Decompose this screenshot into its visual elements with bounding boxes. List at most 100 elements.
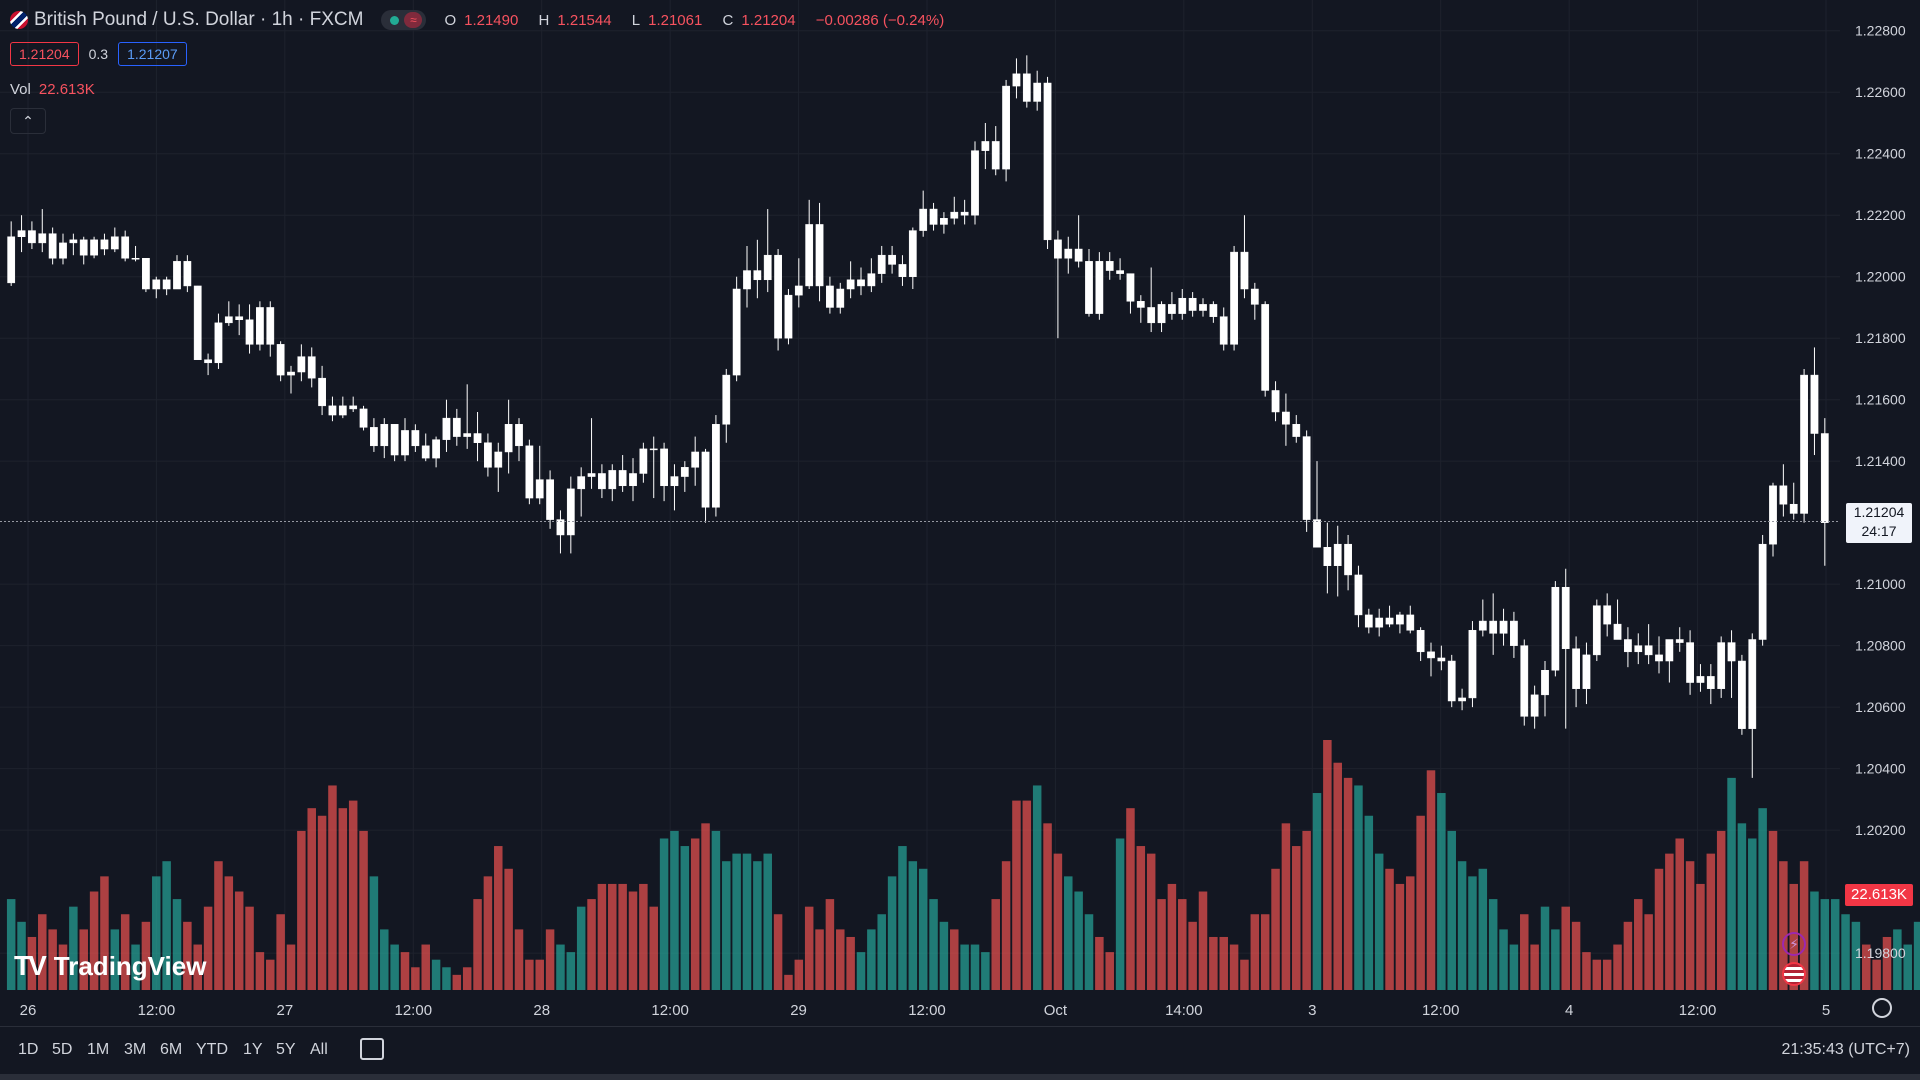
range-button-1d[interactable]: 1D [18,1041,39,1058]
candle-body [421,445,430,459]
last-price-tag: 1.21204 24:17 [1846,503,1912,543]
candle [805,199,814,290]
volume-bar [328,785,337,990]
candle [214,313,223,369]
candle-body [794,285,803,296]
volume-bar [1520,914,1529,990]
candle [877,245,886,283]
candle-body [888,254,896,265]
candle [7,221,16,286]
price-tick-label: 1.20600 [1855,699,1906,715]
range-button-3m[interactable]: 3M [124,1041,147,1058]
volume-bar [1499,929,1508,990]
candle [1095,252,1104,320]
time-tick-label: 12:00 [1422,1002,1460,1019]
volume-bar [556,944,565,990]
candle-body [1261,304,1270,391]
candle-body [1717,642,1726,689]
gbp-usd-flag-icon [10,11,28,29]
candle-body [743,270,751,290]
range-button-6m[interactable]: 6M [160,1041,183,1058]
candle [79,236,88,265]
candle [722,368,731,443]
volume-bar [690,838,700,990]
candle [1416,627,1425,662]
candle [960,199,969,225]
volume-bar [991,899,1000,990]
candle-body [877,254,886,274]
price-tick-label: 1.20200 [1855,822,1906,838]
volume-bar [1406,876,1415,990]
candle [1105,252,1114,280]
volume-bar [1851,921,1861,990]
range-button-1m[interactable]: 1M [87,1041,110,1058]
volume-bar [1343,777,1353,990]
sell-button[interactable]: 1.21204 [10,42,79,66]
volume-bar [1582,952,1591,990]
volume-bar [473,899,482,990]
volume-bar [587,899,596,990]
candle [1738,654,1746,735]
symbol-legend[interactable]: British Pound / U.S. Dollar · 1h · FXCM … [10,9,952,31]
candle-body [1022,73,1031,102]
candle [1603,593,1612,637]
candle-body [370,427,378,447]
candle-body [1313,519,1321,548]
candle [235,304,244,336]
buy-button[interactable]: 1.21207 [118,42,187,66]
range-button-5d[interactable]: 5D [52,1041,73,1058]
collapse-legend-button[interactable]: ⌃ [10,108,46,134]
price-tick-label: 1.21400 [1855,453,1906,469]
volume-legend[interactable]: Vol 22.613K [10,81,95,98]
candle-body [1136,301,1145,308]
candle [598,464,606,499]
volume-bar [1178,899,1187,990]
volume-bar [255,952,265,990]
volume-bar [172,899,182,990]
clock[interactable]: 21:35:43 (UTC+7) [1781,1041,1910,1058]
calendar-icon[interactable] [360,1038,384,1060]
candle [1033,70,1042,111]
volume-bar [1675,838,1684,990]
volume-bar [1395,883,1405,990]
volume-bar [753,861,762,990]
candle [1199,298,1207,317]
volume-bar [1882,936,1892,990]
tradingview-logo[interactable]: TV TradingView [14,950,206,982]
price-chart[interactable]: 1.22800 1.22600 1.22400 1.22200 1.22000 1.218… [0,0,1920,1026]
price-tick-label: 1.21600 [1855,392,1906,408]
candle-body [1437,657,1446,662]
candle-body [680,467,689,477]
lightning-icon[interactable]: ⚡ [1782,932,1806,956]
time-axis[interactable]: 26 12:00 27 12:00 28 12:00 29 12:00 Oct 14:00 3 12:… [20,1002,1831,1019]
scrollbar[interactable] [0,1074,1920,1080]
candle-body [1054,239,1062,259]
candle-body [701,451,710,508]
volume-bar [1478,868,1488,990]
gear-icon[interactable] [1872,998,1892,1018]
candle [1458,688,1466,711]
volume-bar [317,815,327,990]
candle-body [1012,73,1021,87]
market-status-pill[interactable]: ≈ [381,10,427,30]
volume-bar [981,952,990,990]
candle [981,122,990,170]
price-axis[interactable]: 1.22800 1.22600 1.22400 1.22200 1.22000 1.218… [1855,23,1906,961]
candle [1530,685,1539,729]
symbol-title[interactable]: British Pound / U.S. Dollar · 1h · FXCM [34,9,364,30]
candle [442,399,451,452]
candle [1789,482,1798,520]
range-button-1y[interactable]: 1Y [243,1041,263,1058]
candle-body [826,285,834,308]
us-flag-icon[interactable] [1782,962,1806,986]
range-button-all[interactable]: All [310,1041,328,1058]
candle-body [1447,660,1456,702]
candle [245,304,254,354]
candle [836,282,845,314]
candle [162,276,171,296]
ohlc-values: O 1.21490 H 1.21544 L 1.21061 C 1.21204 −0.0… [444,11,945,29]
candle [1250,282,1259,320]
volume-bar [1074,891,1083,990]
range-button-5y[interactable]: 5Y [276,1041,296,1058]
range-button-ytd[interactable]: YTD [196,1041,228,1058]
